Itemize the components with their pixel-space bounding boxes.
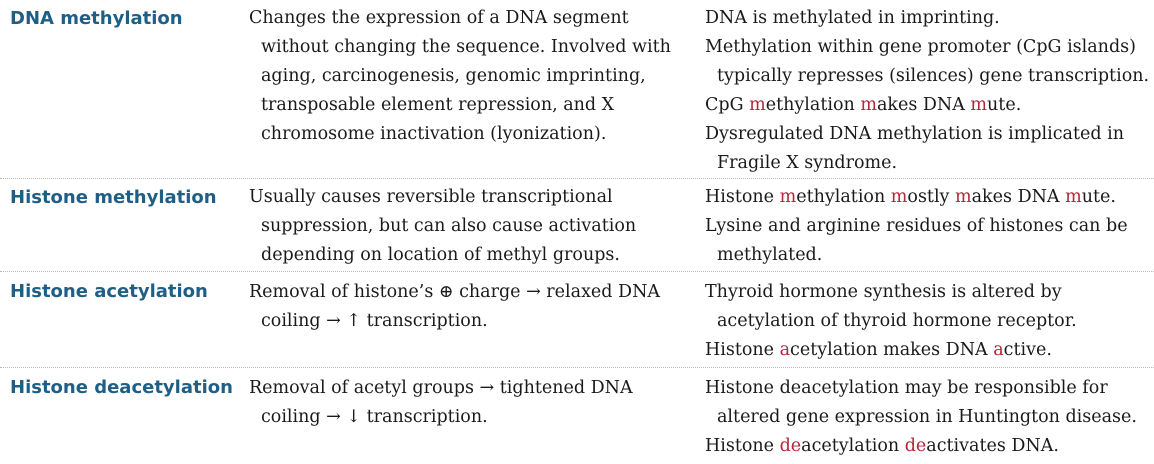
text-fragment: Histone deacetylation may be responsible… bbox=[705, 378, 1108, 398]
text-line: Removal of acetyl groups → tightened DNA bbox=[249, 374, 689, 403]
text-line: Histone acetylation makes DNA active. bbox=[705, 336, 1150, 365]
text-line: suppression, but can also cause activati… bbox=[249, 212, 689, 241]
text-fragment: ethylation bbox=[765, 95, 861, 115]
text-line: Changes the expression of a DNA segment bbox=[249, 4, 689, 33]
mnemonic-letter: de bbox=[904, 436, 927, 456]
term-label: Histone deacetylation bbox=[10, 377, 233, 398]
text-fragment: acetylation bbox=[801, 436, 905, 456]
text-fragment: coiling → ↑ transcription. bbox=[261, 311, 488, 331]
text-fragment: Methylation within gene promoter (CpG is… bbox=[705, 37, 1136, 57]
table-row: Histone deacetylation Removal of acetyl … bbox=[0, 368, 1154, 464]
text-fragment: coiling → ↓ transcription. bbox=[261, 407, 488, 427]
mnemonic-letter: m bbox=[955, 187, 972, 207]
text-line: Histone deacetylation deactivates DNA. bbox=[705, 432, 1150, 461]
text-fragment: methylated. bbox=[717, 245, 823, 265]
text-line: Thyroid hormone synthesis is altered by bbox=[705, 278, 1150, 307]
notes-cell: DNA is methylated in imprinting. Methylat… bbox=[705, 4, 1150, 178]
term-label: Histone methylation bbox=[10, 187, 217, 208]
text-fragment: Removal of histone’s ⊕ charge → relaxed … bbox=[249, 282, 661, 302]
notes-cell: Histone methylation mostly makes DNA mut… bbox=[705, 183, 1150, 270]
text-fragment: Fragile X syndrome. bbox=[717, 153, 898, 173]
text-line: CpG methylation makes DNA mute. bbox=[705, 91, 1150, 120]
text-fragment: Lysine and arginine residues of histones… bbox=[705, 216, 1128, 236]
text-fragment: Histone bbox=[705, 340, 780, 360]
text-line: chromosome inactivation (lyonization). bbox=[249, 120, 689, 149]
mnemonic-letter: m bbox=[860, 95, 877, 115]
text-line: altered gene expression in Huntington di… bbox=[705, 403, 1150, 432]
text-line: depending on location of methyl groups. bbox=[249, 241, 689, 270]
text-line: acetylation of thyroid hormone receptor. bbox=[705, 307, 1150, 336]
mnemonic-letter: a bbox=[993, 340, 1004, 360]
mnemonic-letter: m bbox=[1065, 187, 1082, 207]
text-fragment: acetylation of thyroid hormone receptor. bbox=[717, 311, 1077, 331]
notes-cell: Thyroid hormone synthesis is altered by a… bbox=[705, 278, 1150, 365]
text-line: Dysregulated DNA methylation is implicat… bbox=[705, 120, 1150, 149]
notes-cell: Histone deacetylation may be responsible… bbox=[705, 374, 1150, 461]
text-fragment: Changes the expression of a DNA segment bbox=[249, 8, 629, 28]
text-line: methylated. bbox=[705, 241, 1150, 270]
description-cell: Usually causes reversible transcriptiona… bbox=[249, 183, 689, 270]
text-fragment: CpG bbox=[705, 95, 750, 115]
text-fragment: akes DNA bbox=[971, 187, 1066, 207]
text-line: aging, carcinogenesis, genomic imprintin… bbox=[249, 62, 689, 91]
table-row: Histone acetylation Removal of histone’s… bbox=[0, 272, 1154, 368]
text-line: DNA is methylated in imprinting. bbox=[705, 4, 1150, 33]
description-cell: Removal of acetyl groups → tightened DNA… bbox=[249, 374, 689, 432]
text-line: Fragile X syndrome. bbox=[705, 149, 1150, 178]
text-fragment: Histone bbox=[705, 187, 780, 207]
text-fragment: altered gene expression in Huntington di… bbox=[717, 407, 1137, 427]
text-fragment: without changing the sequence. Involved … bbox=[261, 37, 671, 57]
text-line: Histone deacetylation may be responsible… bbox=[705, 374, 1150, 403]
table-row: Histone methylation Usually causes rever… bbox=[0, 179, 1154, 272]
text-fragment: ctive. bbox=[1003, 340, 1052, 360]
text-fragment: cetylation makes DNA bbox=[790, 340, 994, 360]
description-cell: Changes the expression of a DNA segment w… bbox=[249, 4, 689, 149]
text-fragment: chromosome inactivation (lyonization). bbox=[261, 124, 607, 144]
text-fragment: akes DNA bbox=[876, 95, 971, 115]
text-line: Methylation within gene promoter (CpG is… bbox=[705, 33, 1150, 62]
term-label: DNA methylation bbox=[10, 8, 183, 29]
text-line: coiling → ↓ transcription. bbox=[249, 403, 689, 432]
text-fragment: ethylation bbox=[796, 187, 891, 207]
text-line: without changing the sequence. Involved … bbox=[249, 33, 689, 62]
mnemonic-letter: de bbox=[779, 436, 802, 456]
text-fragment: ute. bbox=[987, 95, 1022, 115]
description-cell: Removal of histone’s ⊕ charge → relaxed … bbox=[249, 278, 689, 336]
mnemonic-letter: a bbox=[779, 340, 791, 360]
text-fragment: activates DNA. bbox=[926, 436, 1059, 456]
text-line: Lysine and arginine residues of histones… bbox=[705, 212, 1150, 241]
text-line: Removal of histone’s ⊕ charge → relaxed … bbox=[249, 278, 689, 307]
mnemonic-letter: m bbox=[970, 95, 988, 115]
text-fragment: aging, carcinogenesis, genomic imprintin… bbox=[261, 66, 646, 86]
text-line: transposable element repression, and X bbox=[249, 91, 689, 120]
text-fragment: Histone bbox=[705, 436, 780, 456]
text-fragment: ute. bbox=[1081, 187, 1116, 207]
text-fragment: transposable element repression, and X bbox=[261, 95, 615, 115]
mnemonic-letter: m bbox=[749, 95, 766, 115]
text-fragment: suppression, but can also cause activati… bbox=[261, 216, 637, 236]
text-line: Usually causes reversible transcriptiona… bbox=[249, 183, 689, 212]
text-line: coiling → ↑ transcription. bbox=[249, 307, 689, 336]
text-fragment: depending on location of methyl groups. bbox=[261, 245, 620, 265]
text-line: typically represses (silences) gene tran… bbox=[705, 62, 1150, 91]
text-fragment: Thyroid hormone synthesis is altered by bbox=[705, 282, 1062, 302]
mnemonic-letter: m bbox=[779, 187, 797, 207]
text-fragment: Dysregulated DNA methylation is implicat… bbox=[705, 124, 1124, 144]
table-row: DNA methylation Changes the expression o… bbox=[0, 0, 1154, 179]
text-fragment: Removal of acetyl groups → tightened DNA bbox=[249, 378, 633, 398]
text-fragment: ostly bbox=[907, 187, 956, 207]
term-label: Histone acetylation bbox=[10, 281, 208, 302]
mnemonic-letter: m bbox=[890, 187, 908, 207]
text-fragment: typically represses (silences) gene tran… bbox=[717, 66, 1150, 86]
text-fragment: Usually causes reversible transcriptiona… bbox=[249, 187, 613, 207]
text-fragment: DNA is methylated in imprinting. bbox=[705, 8, 1000, 28]
text-line: Histone methylation mostly makes DNA mut… bbox=[705, 183, 1150, 212]
